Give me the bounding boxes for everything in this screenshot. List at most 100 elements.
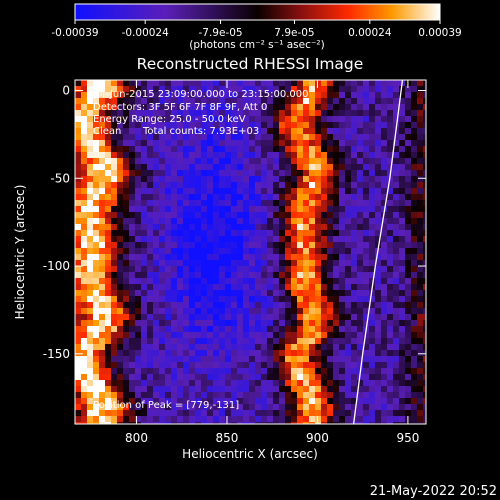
heatmap-cell (327, 158, 334, 165)
heatmap-cell (309, 326, 316, 333)
heatmap-cell (357, 218, 364, 225)
heatmap-cell (141, 314, 148, 321)
heatmap-cell (237, 386, 244, 393)
heatmap-cell (189, 314, 196, 321)
heatmap-cell (231, 398, 238, 405)
heatmap-cell (357, 230, 364, 237)
heatmap-cell (135, 350, 142, 357)
heatmap-cell (99, 404, 106, 411)
heatmap-cell (207, 92, 214, 99)
heatmap-cell (399, 386, 406, 393)
heatmap-cell (333, 296, 340, 303)
heatmap-cell (165, 278, 172, 285)
heatmap-cell (261, 218, 268, 225)
heatmap-cell (81, 134, 88, 141)
heatmap-cell (405, 260, 412, 267)
heatmap-cell (369, 212, 376, 219)
heatmap-cell (315, 260, 322, 267)
heatmap-cell (207, 332, 214, 339)
heatmap-cell (213, 236, 220, 243)
heatmap-cell (285, 416, 292, 423)
heatmap-cell (141, 122, 148, 129)
heatmap-cell (315, 158, 322, 165)
heatmap-cell (423, 200, 426, 207)
heatmap-cell (75, 224, 82, 231)
heatmap-cell (75, 128, 82, 135)
heatmap-cell (213, 260, 220, 267)
heatmap-cell (123, 338, 130, 345)
heatmap-cell (339, 422, 346, 424)
heatmap-cell (309, 266, 316, 273)
heatmap-cell (363, 314, 370, 321)
heatmap-cell (399, 272, 406, 279)
heatmap-cell (321, 140, 328, 147)
heatmap-cell (255, 80, 262, 87)
heatmap-cell (285, 194, 292, 201)
heatmap-cell (135, 398, 142, 405)
heatmap-cell (87, 326, 94, 333)
heatmap-cell (183, 386, 190, 393)
heatmap-cell (315, 416, 322, 423)
heatmap-cell (189, 164, 196, 171)
heatmap-cell (147, 206, 154, 213)
heatmap-cell (351, 338, 358, 345)
heatmap-cell (327, 146, 334, 153)
heatmap-cell (351, 386, 358, 393)
heatmap-cell (321, 206, 328, 213)
heatmap-cell (141, 158, 148, 165)
heatmap-cell (375, 146, 382, 153)
heatmap-cell (357, 176, 364, 183)
heatmap-cell (219, 410, 226, 417)
heatmap-cell (303, 272, 310, 279)
heatmap-cell (387, 362, 394, 369)
heatmap-cell (399, 164, 406, 171)
y-tick-label: -100 (43, 259, 70, 273)
heatmap-cell (111, 266, 118, 273)
heatmap-cell (93, 242, 100, 249)
heatmap-cell (285, 116, 292, 123)
heatmap-cell (177, 194, 184, 201)
heatmap-cell (273, 344, 280, 351)
heatmap-cell (309, 422, 316, 424)
heatmap-cell (363, 236, 370, 243)
heatmap-cell (375, 104, 382, 111)
heatmap-cell (243, 314, 250, 321)
heatmap-cell (81, 302, 88, 309)
heatmap-cell (171, 350, 178, 357)
heatmap-cell (333, 320, 340, 327)
heatmap-cell (411, 122, 418, 129)
heatmap-cell (159, 320, 166, 327)
heatmap-cell (219, 320, 226, 327)
heatmap-cell (105, 98, 112, 105)
heatmap-cell (177, 260, 184, 267)
heatmap-cell (351, 206, 358, 213)
heatmap-cell (315, 344, 322, 351)
heatmap-cell (213, 152, 220, 159)
heatmap-cell (321, 92, 328, 99)
heatmap-cell (171, 356, 178, 363)
heatmap-cell (393, 152, 400, 159)
heatmap-cell (159, 410, 166, 417)
heatmap-cell (195, 188, 202, 195)
heatmap-cell (321, 182, 328, 189)
heatmap-cell (105, 86, 112, 93)
heatmap-cell (123, 350, 130, 357)
heatmap-cell (225, 128, 232, 135)
heatmap-cell (363, 338, 370, 345)
heatmap-cell (195, 170, 202, 177)
heatmap-cell (135, 110, 142, 117)
heatmap-cell (171, 218, 178, 225)
colorbar-tick-label: -0.00024 (122, 27, 170, 39)
heatmap-cell (75, 212, 82, 219)
heatmap-cell (411, 326, 418, 333)
heatmap-cell (417, 194, 424, 201)
heatmap-cell (159, 188, 166, 195)
heatmap-cell (237, 158, 244, 165)
heatmap-cell (99, 146, 106, 153)
heatmap-cell (339, 98, 346, 105)
heatmap-cell (285, 176, 292, 183)
heatmap-cell (201, 254, 208, 261)
heatmap-cell (249, 146, 256, 153)
heatmap-cell (129, 356, 136, 363)
heatmap-cell (219, 350, 226, 357)
